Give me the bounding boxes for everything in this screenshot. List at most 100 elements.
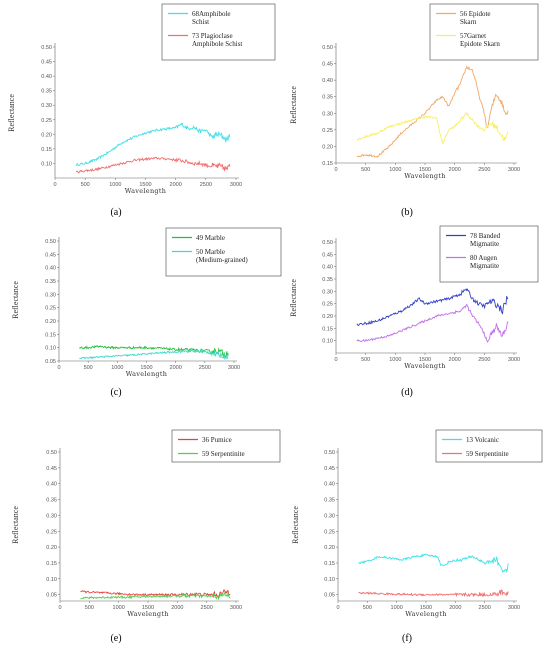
x-tick-label: 1500 — [140, 365, 152, 371]
y-axis-label: Reflectance — [289, 86, 298, 124]
x-tick-label: 1000 — [389, 167, 401, 173]
x-tick-label: 1500 — [419, 167, 431, 173]
x-tick-label: 2500 — [478, 167, 490, 173]
y-tick-label: 0.10 — [41, 161, 52, 167]
x-tick-label: 2000 — [170, 182, 182, 188]
x-tick-label: 500 — [361, 167, 370, 173]
y-tick-label: 0.05 — [324, 593, 335, 599]
x-axis-label: Wavelength — [404, 172, 446, 180]
legend-label: 59 Serpentinite — [466, 450, 509, 458]
x-tick-label: 3000 — [230, 605, 242, 611]
legend-box — [161, 3, 276, 61]
y-tick-label: 0.45 — [322, 62, 333, 68]
y-tick-label: 0.25 — [46, 529, 57, 535]
x-tick-label: 2000 — [449, 167, 461, 173]
x-tick-label: 500 — [361, 357, 370, 363]
legend-label: 36 Pumice — [202, 436, 232, 444]
x-tick-label: 1000 — [389, 357, 401, 363]
legend-label: Schist — [192, 18, 209, 26]
y-tick-label: 0.50 — [46, 450, 57, 456]
x-tick-label: 1500 — [419, 357, 431, 363]
legend-label: 78 Banded — [470, 232, 501, 240]
x-tick-label: 500 — [85, 605, 94, 611]
series-line-1 — [356, 65, 509, 159]
x-tick-label: 3000 — [230, 182, 242, 188]
y-tick-label: 0.30 — [41, 103, 52, 109]
legend-label: Epidote Skarn — [460, 40, 500, 48]
panel-4: 0.50 0.45 0.40 0.35 0.30 0.25 0.20 0.15 0.10 0 500… — [289, 225, 539, 398]
x-tick-label: 1000 — [113, 605, 125, 611]
y-tick-label: 0.40 — [41, 74, 52, 80]
legend: 36 Pumice 59 Serpentinite — [171, 429, 281, 463]
panel-label: (d) — [401, 387, 413, 398]
series-line-1 — [356, 288, 509, 327]
x-tick-label: 2500 — [478, 357, 490, 363]
x-axis-label: Wavelength — [404, 362, 446, 370]
x-tick-label: 500 — [363, 605, 372, 611]
x-tick-label: 0 — [58, 605, 61, 611]
legend-label: Migmatite — [470, 262, 499, 270]
y-tick-label: 0.20 — [41, 132, 52, 138]
legend-label: 13 Volcanic — [466, 436, 499, 444]
y-axis-label: Reflectance — [11, 281, 20, 319]
x-tick-label: 2500 — [200, 182, 212, 188]
y-tick-label: 0.30 — [322, 289, 333, 295]
panel-label: (b) — [401, 207, 413, 218]
y-tick-label: 0.15 — [324, 561, 335, 567]
y-tick-label: 0.15 — [46, 561, 57, 567]
y-tick-label: 0.20 — [46, 545, 57, 551]
series-line-2 — [80, 591, 231, 601]
y-tick-label: 0.35 — [46, 498, 57, 504]
y-tick-label: 0.40 — [322, 265, 333, 271]
x-tick-label: 2000 — [170, 365, 182, 371]
series-line-2 — [358, 589, 509, 598]
x-tick-label: 500 — [81, 182, 90, 188]
y-tick-label: 0.15 — [41, 147, 52, 153]
y-tick-label: 0.35 — [41, 89, 52, 95]
panel-6: 0.50 0.45 0.40 0.35 0.30 0.25 0.20 0.15 0.10 0.05… — [291, 429, 543, 644]
y-tick-label: 0.20 — [322, 144, 333, 150]
x-tick-label: 0 — [334, 357, 337, 363]
legend-label: 50 Marble — [196, 248, 225, 256]
x-tick-label: 1000 — [109, 182, 121, 188]
y-tick-label: 0.45 — [45, 252, 56, 258]
y-axis-label: Reflectance — [291, 506, 300, 544]
x-tick-label: 2500 — [479, 605, 491, 611]
x-tick-label: 3000 — [508, 605, 520, 611]
y-tick-label: 0.15 — [45, 332, 56, 338]
y-tick-label: 0.15 — [322, 161, 333, 167]
legend-label: Skarn — [460, 18, 477, 26]
x-tick-label: 3000 — [508, 357, 520, 363]
y-tick-label: 0.35 — [322, 95, 333, 101]
x-tick-label: 0 — [334, 167, 337, 173]
x-tick-label: 500 — [84, 365, 93, 371]
series-line-2 — [79, 348, 229, 361]
y-tick-label: 0.10 — [45, 346, 56, 352]
y-tick-label: 0.35 — [322, 277, 333, 283]
x-tick-label: 1500 — [139, 182, 151, 188]
x-tick-label: 2500 — [201, 605, 213, 611]
panel-label: (c) — [110, 387, 121, 398]
series-line-1 — [80, 588, 231, 599]
y-tick-label: 0.35 — [324, 498, 335, 504]
legend: 49 Marble 50 Marble(Medium-grained) — [165, 227, 282, 277]
panel-3: 0.50 0.45 0.40 0.35 0.30 0.25 0.20 0.15 0.10 0.05… — [11, 227, 282, 398]
legend-box — [435, 429, 543, 463]
y-axis-label: Reflectance — [7, 94, 16, 132]
y-tick-label: 0.40 — [322, 78, 333, 84]
y-tick-label: 0.45 — [324, 466, 335, 472]
x-tick-label: 1000 — [391, 605, 403, 611]
y-tick-label: 0.40 — [46, 482, 57, 488]
y-tick-label: 0.25 — [322, 302, 333, 308]
legend-label: (Medium-grained) — [196, 256, 248, 264]
y-tick-label: 0.05 — [45, 359, 56, 365]
y-tick-label: 0.45 — [322, 252, 333, 258]
y-tick-label: 0.45 — [41, 60, 52, 66]
y-tick-label: 0.30 — [324, 513, 335, 519]
y-tick-label: 0.50 — [322, 45, 333, 51]
legend-label: 68Amphibole — [192, 10, 231, 18]
x-tick-label: 0 — [336, 605, 339, 611]
legend-label: 49 Marble — [196, 234, 225, 242]
x-axis-label: Wavelength — [126, 370, 168, 378]
